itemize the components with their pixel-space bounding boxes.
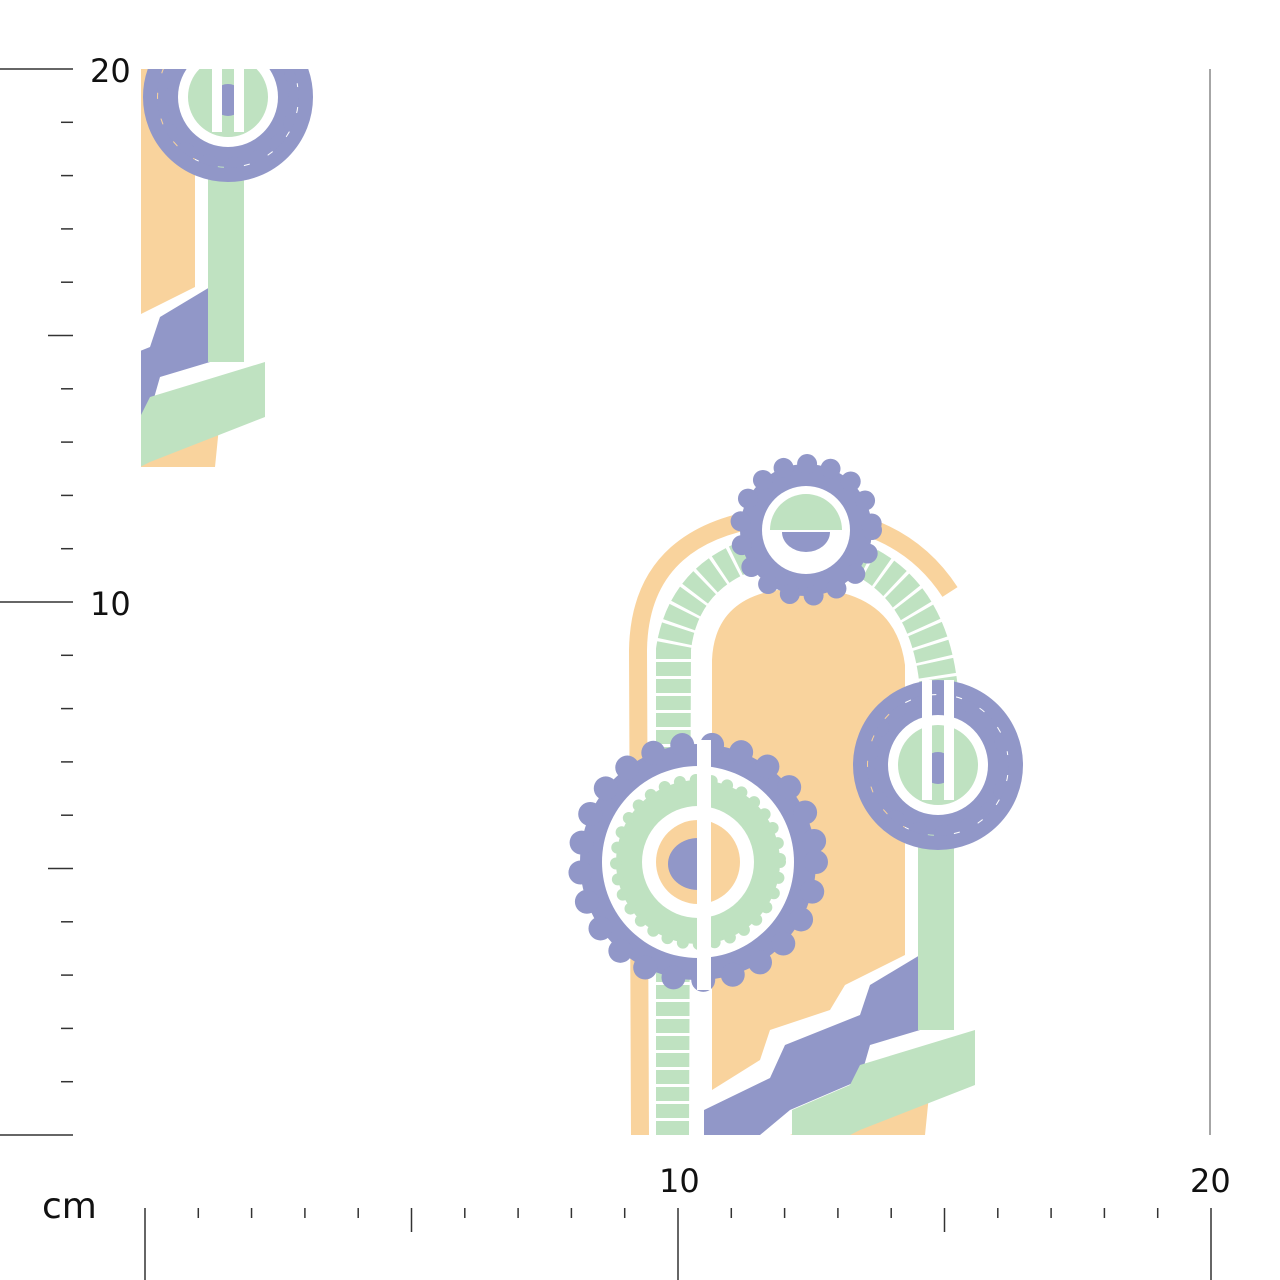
pattern-area [0,0,1016,1135]
motif-repeat-top-left [0,0,306,467]
hruler-label-10: 10 [659,1162,700,1200]
hruler-label-20: 20 [1190,1162,1231,1200]
vruler-label-20: 20 [90,52,131,90]
motif-main [580,464,1016,1135]
vruler-label-10: 10 [90,585,131,623]
horizontal-ruler [144,1208,1212,1280]
unit-label: cm [42,1186,97,1227]
vertical-ruler [0,68,73,1136]
